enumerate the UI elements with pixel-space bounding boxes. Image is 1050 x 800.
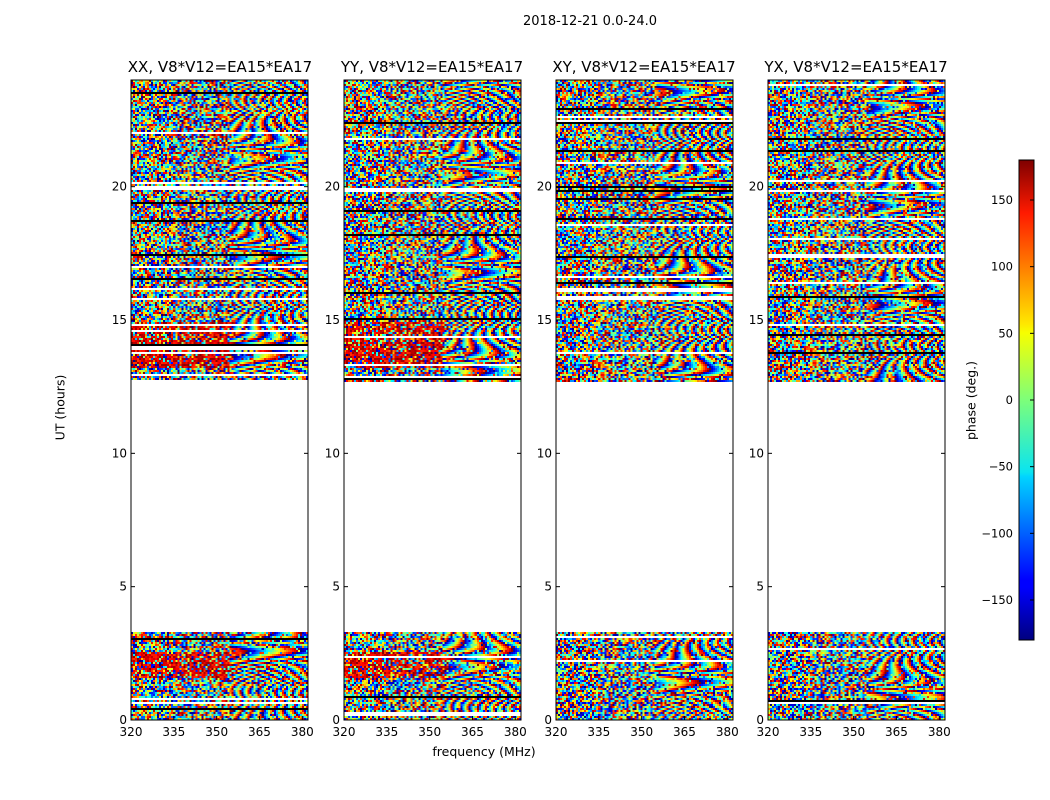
x-tick-label: 365 [461, 725, 484, 739]
y-tick-label: 0 [119, 713, 127, 727]
y-tick-label: 20 [112, 180, 127, 194]
x-tick-label: 335 [587, 725, 610, 739]
panel-title-xx: XX, V8*V12=EA15*EA17 [127, 58, 313, 76]
y-tick-label: 5 [332, 580, 340, 594]
y-tick-label: 20 [749, 180, 764, 194]
panel-title-yx: YX, V8*V12=EA15*EA17 [764, 58, 948, 76]
x-tick-label: 380 [928, 725, 951, 739]
x-tick-label: 335 [375, 725, 398, 739]
axes-frame [767, 79, 946, 721]
y-tick-label: 5 [119, 580, 127, 594]
y-tick-label: 5 [756, 580, 764, 594]
panel-yy: 0 5 10 15 20 320 335 350 365 380 [325, 79, 527, 739]
figure-title: 2018-12-21 0.0-24.0 [523, 14, 657, 29]
y-tick-label: 10 [112, 446, 127, 460]
panel-yx: 0 5 10 15 20 320 335 350 365 380 [749, 79, 951, 739]
x-tick-label: 380 [716, 725, 739, 739]
axes-frame [555, 79, 734, 721]
colorbar-label: phase (deg.) [963, 361, 979, 440]
y-tick-label: 5 [544, 580, 552, 594]
colorbar-tick-label: 0 [1006, 393, 1013, 407]
y-tick-label: 0 [544, 713, 552, 727]
x-tick-label: 335 [162, 725, 185, 739]
y-axis-label: UT (hours) [52, 374, 68, 441]
y-tick-label: 0 [332, 713, 340, 727]
axes-frame [343, 79, 522, 721]
x-tick-label: 365 [673, 725, 696, 739]
x-tick-label: 365 [885, 725, 908, 739]
x-tick-label: 350 [418, 725, 441, 739]
x-tick-label: 365 [248, 725, 271, 739]
x-tick-label: 350 [630, 725, 653, 739]
heatmap-image [344, 80, 521, 720]
colorbar-tick-label: 50 [998, 326, 1013, 340]
panel-title-yy: YY, V8*V12=EA15*EA17 [340, 58, 524, 76]
x-tick-label: 350 [842, 725, 865, 739]
y-tick-label: 15 [112, 313, 127, 327]
x-tick-label: 335 [799, 725, 822, 739]
x-tick-label: 350 [205, 725, 228, 739]
panel-xy: 0 5 10 15 20 320 335 350 365 380 [537, 79, 739, 739]
y-tick-label: 20 [325, 180, 340, 194]
y-tick-label: 0 [756, 713, 764, 727]
x-tick-label: 320 [757, 725, 780, 739]
colorbar-tick-label: −50 [989, 460, 1013, 474]
heatmap-image [131, 80, 308, 720]
heatmap-image [768, 80, 945, 720]
x-axis-label: frequency (MHz) [432, 744, 536, 759]
axes-frame [130, 79, 309, 721]
colorbar: 150 100 50 0 −50 −100 −150 [981, 159, 1035, 641]
y-tick-label: 15 [749, 313, 764, 327]
y-tick-label: 20 [537, 180, 552, 194]
y-tick-label: 10 [325, 446, 340, 460]
colorbar-tick-label: 100 [991, 260, 1013, 274]
y-tick-label: 10 [749, 446, 764, 460]
x-tick-label: 320 [333, 725, 356, 739]
panel-xx: 0 5 10 15 20 320 335 350 365 380 [112, 79, 314, 739]
colorbar-tick-label: 150 [991, 193, 1013, 207]
x-tick-label: 380 [504, 725, 527, 739]
y-tick-label: 15 [537, 313, 552, 327]
heatmap-image [556, 80, 733, 720]
x-tick-label: 380 [291, 725, 314, 739]
x-tick-label: 320 [545, 725, 568, 739]
y-tick-label: 10 [537, 446, 552, 460]
x-tick-label: 320 [120, 725, 143, 739]
colorbar-tick-label: −100 [981, 526, 1013, 540]
colorbar-tick-label: −150 [981, 593, 1013, 607]
y-tick-label: 15 [325, 313, 340, 327]
panel-title-xy: XY, V8*V12=EA15*EA17 [552, 58, 736, 76]
